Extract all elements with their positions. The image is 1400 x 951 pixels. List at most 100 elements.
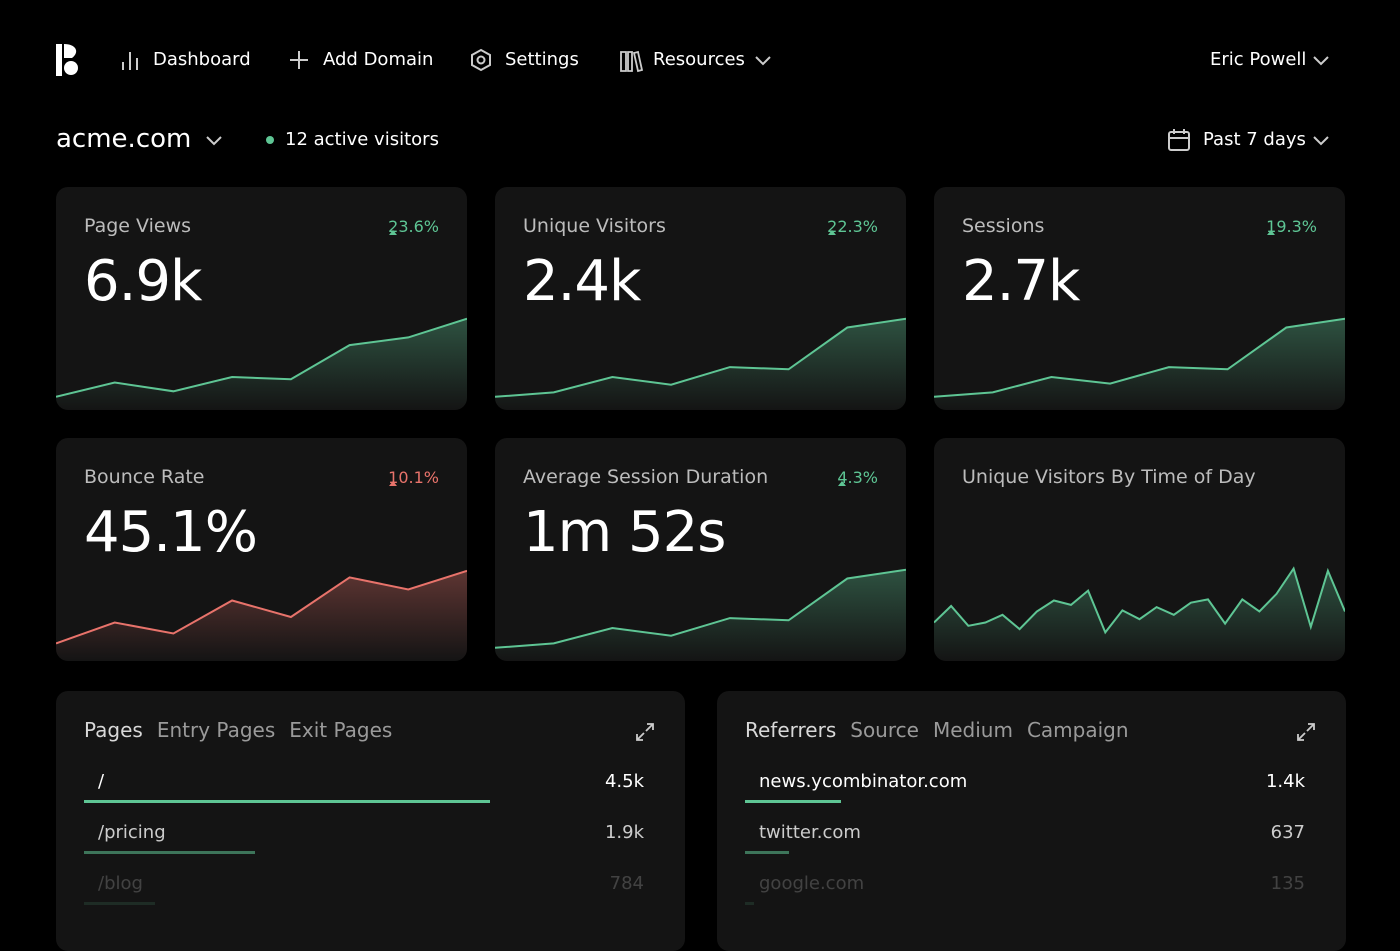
date-range[interactable]: Past 7 days bbox=[1203, 129, 1306, 150]
tab[interactable]: Source bbox=[850, 718, 919, 742]
up-arrow bbox=[389, 230, 398, 235]
tab[interactable]: Campaign bbox=[1026, 718, 1129, 742]
row-bar bbox=[745, 851, 789, 854]
sparkline-area bbox=[934, 568, 1345, 661]
expand-icon bbox=[1297, 723, 1315, 741]
up-arrow bbox=[838, 481, 847, 486]
change-text: 4.3% bbox=[837, 468, 878, 487]
row-value: 135 bbox=[1270, 873, 1305, 894]
row-value: 784 bbox=[609, 873, 644, 894]
metric-card: Unique Visitors By Time of Day bbox=[934, 438, 1345, 661]
tab[interactable]: Entry Pages bbox=[156, 718, 276, 742]
metric-card: Page Views 23.6% 6.9k bbox=[56, 187, 467, 410]
nav-settings[interactable]: Settings bbox=[505, 49, 579, 70]
expand-shape bbox=[1297, 723, 1315, 741]
sparkline bbox=[495, 317, 906, 410]
up-arrow-shape bbox=[389, 481, 398, 486]
user-menu[interactable]: Eric Powell bbox=[1210, 49, 1307, 70]
card-change: 22.3% bbox=[827, 217, 878, 236]
sparkline bbox=[56, 317, 467, 410]
nav-dashboard[interactable]: Dashboard bbox=[153, 49, 251, 70]
row-bar bbox=[84, 902, 155, 905]
metric-card: Bounce Rate 10.1% 45.1% bbox=[56, 438, 467, 661]
active-visitors: 12 active visitors bbox=[285, 129, 439, 150]
sparkline bbox=[934, 317, 1345, 410]
up-arrow-shape bbox=[838, 481, 847, 486]
row-bar bbox=[745, 800, 841, 803]
up-arrow-shape bbox=[1267, 230, 1276, 235]
tab[interactable]: Exit Pages bbox=[289, 718, 393, 742]
card-change: 23.6% bbox=[388, 217, 439, 236]
expand-icon bbox=[636, 723, 654, 741]
metric-card: Average Session Duration 4.3% 1m 52s bbox=[495, 438, 906, 661]
row-bar bbox=[84, 800, 490, 803]
row-value: 1.9k bbox=[604, 822, 644, 843]
domain-select[interactable]: acme.com bbox=[56, 124, 192, 154]
row-value: 4.5k bbox=[604, 771, 644, 792]
up-arrow-shape bbox=[828, 230, 837, 235]
sparkline-line bbox=[934, 317, 1345, 398]
list-panel: Pages Entry Pages Exit Pages / 4.5k/pricing 1… bbox=[56, 691, 685, 951]
card-title: Page Views bbox=[84, 215, 192, 237]
list-row: /pricing 1.9k bbox=[84, 822, 644, 872]
nav-resources[interactable]: Resources bbox=[653, 49, 745, 70]
row-label: news.ycombinator.com bbox=[759, 771, 968, 792]
sparkline-line bbox=[495, 317, 906, 398]
sparkline-area bbox=[56, 570, 467, 661]
sparkline-area bbox=[934, 318, 1345, 410]
change-text: 23.6% bbox=[388, 217, 439, 236]
page: Dashboard Add Domain Settings Resources … bbox=[56, 44, 1346, 951]
tab[interactable]: Pages bbox=[84, 718, 143, 742]
expand-shape bbox=[636, 723, 654, 741]
card-value: 6.9k bbox=[84, 249, 202, 314]
list-row: /blog 784 bbox=[84, 873, 644, 923]
row-label: /blog bbox=[98, 873, 143, 894]
metric-card: Unique Visitors 22.3% 2.4k bbox=[495, 187, 906, 410]
sparkline bbox=[56, 569, 467, 661]
card-title: Bounce Rate bbox=[84, 466, 205, 488]
card-value: 45.1% bbox=[84, 500, 258, 565]
sparkline-line bbox=[56, 569, 467, 645]
card-change: 10.1% bbox=[388, 468, 439, 487]
card-value: 1m 52s bbox=[523, 500, 726, 565]
chevron bbox=[206, 136, 222, 146]
row-label: twitter.com bbox=[759, 822, 861, 843]
logo[interactable] bbox=[56, 44, 80, 80]
add-icon bbox=[290, 51, 308, 69]
card-title: Unique Visitors By Time of Day bbox=[962, 466, 1256, 488]
change-text: 22.3% bbox=[827, 217, 878, 236]
card-change: 4.3% bbox=[837, 468, 878, 487]
sparkline-line bbox=[56, 317, 467, 398]
card-title: Average Session Duration bbox=[523, 466, 769, 488]
tab[interactable]: Referrers bbox=[745, 718, 837, 742]
list-panel: Referrers Source Medium Campaign news.ycombi… bbox=[717, 691, 1346, 951]
row-bar bbox=[745, 902, 755, 905]
dashboard-icon bbox=[122, 52, 138, 70]
up-arrow bbox=[389, 481, 398, 486]
row-bar bbox=[84, 851, 256, 854]
sparkline-area bbox=[56, 318, 467, 410]
tabs: Referrers Source Medium Campaign bbox=[745, 718, 1143, 742]
tab[interactable]: Medium bbox=[932, 718, 1013, 742]
list-row: google.com 135 bbox=[745, 873, 1305, 923]
sparkline bbox=[495, 568, 906, 661]
sparkline-area bbox=[495, 318, 906, 410]
list-row: twitter.com 637 bbox=[745, 822, 1305, 872]
card-title: Unique Visitors bbox=[523, 215, 666, 237]
up-arrow bbox=[1267, 230, 1276, 235]
chevron bbox=[1313, 56, 1329, 66]
card-change: 19.3% bbox=[1266, 217, 1317, 236]
row-label: google.com bbox=[759, 873, 865, 894]
change-text: 10.1% bbox=[388, 468, 439, 487]
up-arrow bbox=[828, 230, 837, 235]
metric-card: Sessions 19.3% 2.7k bbox=[934, 187, 1345, 410]
row-label: /pricing bbox=[98, 822, 166, 843]
settings-icon bbox=[471, 48, 491, 72]
list-row: news.ycombinator.com 1.4k bbox=[745, 771, 1305, 821]
up-arrow-shape bbox=[389, 230, 398, 235]
chevron bbox=[1313, 136, 1329, 146]
calendar-icon bbox=[1168, 129, 1190, 151]
logo-icon bbox=[56, 44, 78, 76]
nav-add-domain[interactable]: Add Domain bbox=[323, 49, 434, 70]
row-label: / bbox=[98, 771, 105, 792]
